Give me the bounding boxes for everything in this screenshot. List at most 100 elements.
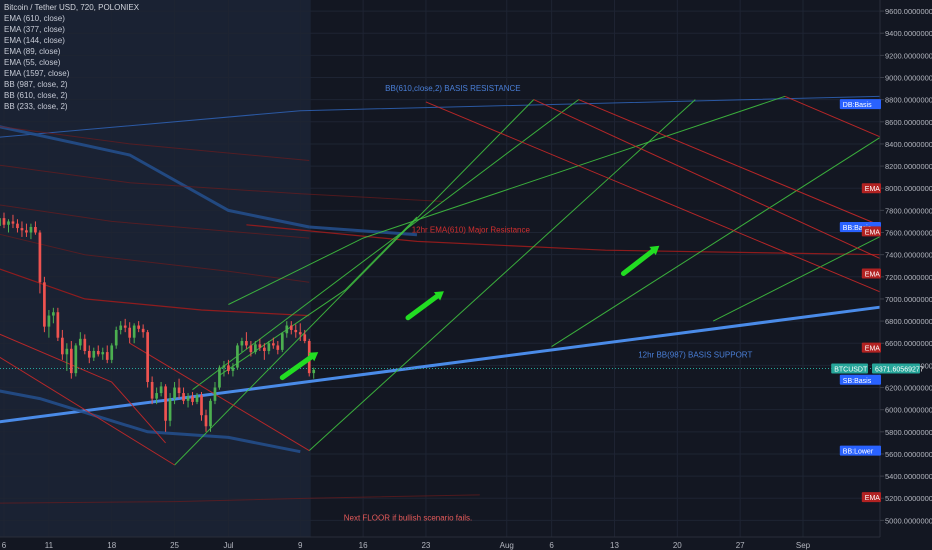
price-tag-box[interactable] xyxy=(861,183,881,194)
candle-body xyxy=(20,228,24,231)
price-axis-label: 8200.00000000 xyxy=(885,162,932,171)
price-axis-label: 9200.00000000 xyxy=(885,51,932,60)
price-tag-box[interactable] xyxy=(861,226,881,237)
time-axis-label: Jul xyxy=(223,541,233,550)
candle-body xyxy=(263,347,266,351)
price-tag-label[interactable]: BTCUSDT xyxy=(834,366,868,373)
candle-body xyxy=(213,387,217,401)
price-tag-box[interactable] xyxy=(861,342,881,353)
candle-body xyxy=(195,395,199,402)
series-line-ema-red-faint-8 xyxy=(0,233,310,283)
price-axis-label: 5800.00000000 xyxy=(885,428,932,437)
price-axis-label: 8800.00000000 xyxy=(885,96,932,105)
legend-item-ema-1597[interactable]: EMA (1597, close) xyxy=(4,69,70,78)
legend-item-ema-610[interactable]: EMA (610, close) xyxy=(4,14,65,23)
price-axis-label: 5400.00000000 xyxy=(885,472,932,481)
price-axis-label: 7200.00000000 xyxy=(885,273,932,282)
time-axis-label: 23 xyxy=(421,541,430,550)
series-line-channel-green-12 xyxy=(174,99,535,466)
legend-item-bb-233[interactable]: BB (233, close, 2) xyxy=(4,102,68,111)
price-tag-box[interactable] xyxy=(831,363,868,374)
candle-body xyxy=(16,223,19,229)
price-tag-box[interactable] xyxy=(839,445,881,456)
legend-item-bb-610[interactable]: BB (610, close, 2) xyxy=(4,91,68,100)
series-line-bb-blue-thick-2 xyxy=(0,125,310,229)
candle-body xyxy=(177,387,181,394)
price-axis-label: 9400.00000000 xyxy=(885,29,932,38)
price-tag-label[interactable]: EMA xyxy=(865,186,881,193)
candle-body xyxy=(168,398,172,421)
candle-body xyxy=(258,344,262,348)
price-axis-label: 6600.00000000 xyxy=(885,339,932,348)
price-tag-box[interactable] xyxy=(839,374,881,385)
series-line-ema-red-10 xyxy=(0,268,310,317)
price-axis-label: 6800.00000000 xyxy=(885,317,932,326)
time-axis-label: 9 xyxy=(298,541,303,550)
series-line-channel-red-19 xyxy=(0,356,175,466)
candle-body xyxy=(38,232,42,283)
series-line-ema-red-faint-7 xyxy=(0,204,310,239)
time-axis-label: 11 xyxy=(45,541,54,550)
candle-body xyxy=(218,367,221,388)
candle-body xyxy=(182,393,185,401)
candle-body xyxy=(276,345,280,350)
price-tag-box[interactable] xyxy=(872,363,920,374)
series-line-channel-green-14 xyxy=(219,216,418,376)
price-tag-label[interactable]: EMA xyxy=(865,495,881,502)
candle-body xyxy=(110,345,114,360)
candle-body xyxy=(209,400,212,427)
price-tag-label[interactable]: DB:Basis xyxy=(843,102,872,109)
series-line-channel-red-24 xyxy=(425,101,884,294)
candle-body xyxy=(294,329,298,333)
series-line-channel-red-20 xyxy=(129,342,310,452)
candle-body xyxy=(52,312,55,316)
chart-title: Bitcoin / Tether USD, 720, POLONIEX xyxy=(4,3,140,12)
candle-body xyxy=(150,381,154,399)
candle-body xyxy=(11,221,15,224)
candle-body xyxy=(285,325,289,334)
series-line-channel-red-22 xyxy=(578,99,884,228)
price-tag-label[interactable]: 6371.60569277 xyxy=(875,366,924,373)
candle-body xyxy=(173,387,176,399)
candle-body xyxy=(7,221,10,225)
candle-body xyxy=(0,218,1,226)
candle-body xyxy=(236,345,239,368)
candle-body xyxy=(240,341,244,346)
price-tag-label[interactable]: BB:Lower xyxy=(843,449,874,456)
price-axis-label: 7600.00000000 xyxy=(885,229,932,238)
legend-item-bb-987[interactable]: BB (987, close, 2) xyxy=(4,80,68,89)
series-line-channel-green-17 xyxy=(712,234,885,322)
price-tag-label[interactable]: BB:Basis xyxy=(843,225,872,232)
arrow-shaft xyxy=(405,292,442,321)
candle-body xyxy=(137,325,141,329)
candle-body xyxy=(155,393,158,399)
price-tag-box[interactable] xyxy=(861,492,881,503)
price-tag-label[interactable]: EMA xyxy=(865,229,881,236)
time-axis-label: 25 xyxy=(170,541,179,550)
candle-body xyxy=(141,328,145,333)
price-tag-box[interactable] xyxy=(861,268,881,279)
candle-body xyxy=(56,312,60,338)
price-tag-label[interactable]: SB:Basis xyxy=(843,378,872,385)
candle-body xyxy=(96,350,100,355)
price-axis-label: 8000.00000000 xyxy=(885,184,932,193)
candle-body xyxy=(200,395,203,416)
legend-item-ema-55[interactable]: EMA (55, close) xyxy=(4,58,61,67)
price-axis-background xyxy=(880,0,932,550)
legend-item-ema-144[interactable]: EMA (144, close) xyxy=(4,36,65,45)
candle-body xyxy=(227,365,230,371)
price-tag-label[interactable]: EMA xyxy=(865,271,881,278)
time-axis-label: 20 xyxy=(673,541,682,550)
candle-body xyxy=(92,350,96,358)
price-tag-label[interactable]: EMA xyxy=(865,346,881,353)
time-axis-label: Sep xyxy=(796,541,811,550)
candle-body xyxy=(29,226,33,233)
candle-body xyxy=(312,369,316,374)
price-tag-box[interactable] xyxy=(839,99,881,110)
series-line-channel-green-18 xyxy=(228,95,786,305)
legend-item-ema-89[interactable]: EMA (89, close) xyxy=(4,47,61,56)
legend-item-ema-377[interactable]: EMA (377, close) xyxy=(4,25,65,34)
price-axis-label: 9000.00000000 xyxy=(885,74,932,83)
